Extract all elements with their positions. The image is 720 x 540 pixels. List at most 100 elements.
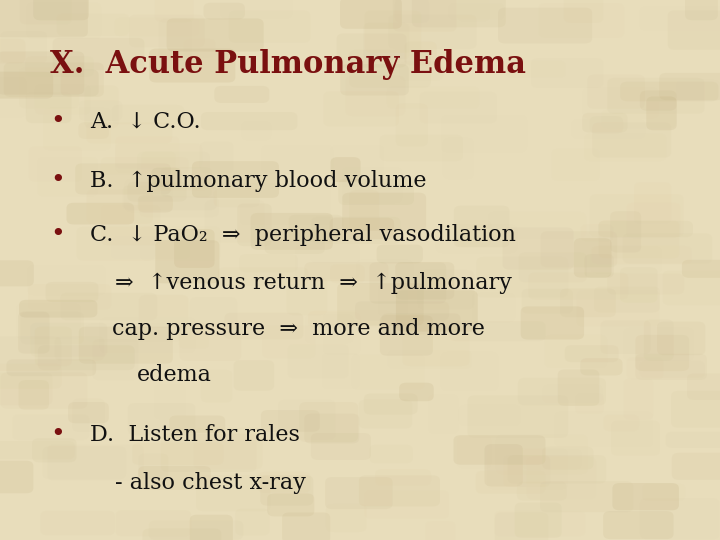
FancyBboxPatch shape bbox=[377, 245, 423, 264]
FancyBboxPatch shape bbox=[35, 327, 72, 366]
FancyBboxPatch shape bbox=[201, 112, 297, 130]
FancyBboxPatch shape bbox=[685, 0, 718, 20]
FancyBboxPatch shape bbox=[412, 0, 505, 28]
FancyBboxPatch shape bbox=[359, 475, 440, 507]
FancyBboxPatch shape bbox=[0, 373, 53, 405]
FancyBboxPatch shape bbox=[418, 270, 474, 309]
Text: X.  Acute Pulmonary Edema: X. Acute Pulmonary Edema bbox=[50, 49, 526, 79]
FancyBboxPatch shape bbox=[265, 230, 325, 254]
FancyBboxPatch shape bbox=[498, 8, 592, 43]
FancyBboxPatch shape bbox=[558, 369, 599, 406]
FancyBboxPatch shape bbox=[672, 453, 720, 480]
FancyBboxPatch shape bbox=[311, 217, 400, 244]
FancyBboxPatch shape bbox=[624, 379, 653, 420]
FancyBboxPatch shape bbox=[575, 394, 604, 414]
Text: ⇒  ↑venous return  ⇒  ↑pulmonary: ⇒ ↑venous return ⇒ ↑pulmonary bbox=[115, 273, 512, 294]
FancyBboxPatch shape bbox=[38, 345, 135, 370]
FancyBboxPatch shape bbox=[611, 421, 660, 456]
FancyBboxPatch shape bbox=[28, 284, 111, 309]
FancyBboxPatch shape bbox=[68, 402, 109, 423]
FancyBboxPatch shape bbox=[86, 190, 153, 224]
FancyBboxPatch shape bbox=[308, 311, 392, 327]
FancyBboxPatch shape bbox=[542, 447, 593, 470]
FancyBboxPatch shape bbox=[591, 246, 692, 264]
FancyBboxPatch shape bbox=[260, 475, 313, 505]
FancyBboxPatch shape bbox=[400, 62, 444, 81]
FancyBboxPatch shape bbox=[330, 218, 394, 239]
FancyBboxPatch shape bbox=[143, 529, 221, 540]
FancyBboxPatch shape bbox=[644, 320, 674, 361]
FancyBboxPatch shape bbox=[289, 215, 343, 241]
FancyBboxPatch shape bbox=[517, 482, 567, 501]
FancyBboxPatch shape bbox=[300, 402, 358, 442]
FancyBboxPatch shape bbox=[86, 123, 172, 144]
Text: •: • bbox=[50, 423, 65, 446]
FancyBboxPatch shape bbox=[201, 370, 233, 402]
FancyBboxPatch shape bbox=[382, 313, 461, 334]
FancyBboxPatch shape bbox=[0, 72, 53, 99]
FancyBboxPatch shape bbox=[127, 182, 186, 201]
Text: edema: edema bbox=[137, 364, 212, 386]
FancyBboxPatch shape bbox=[128, 403, 195, 435]
FancyBboxPatch shape bbox=[620, 82, 719, 101]
FancyBboxPatch shape bbox=[26, 92, 71, 123]
FancyBboxPatch shape bbox=[574, 238, 611, 278]
FancyBboxPatch shape bbox=[364, 490, 449, 519]
FancyBboxPatch shape bbox=[342, 193, 426, 231]
FancyBboxPatch shape bbox=[169, 415, 225, 433]
FancyBboxPatch shape bbox=[129, 15, 204, 47]
FancyBboxPatch shape bbox=[311, 433, 371, 460]
FancyBboxPatch shape bbox=[594, 287, 660, 313]
FancyBboxPatch shape bbox=[341, 64, 409, 96]
FancyBboxPatch shape bbox=[671, 391, 720, 428]
FancyBboxPatch shape bbox=[155, 0, 194, 22]
FancyBboxPatch shape bbox=[19, 0, 71, 24]
FancyBboxPatch shape bbox=[457, 0, 490, 22]
FancyBboxPatch shape bbox=[364, 11, 421, 53]
FancyBboxPatch shape bbox=[337, 283, 423, 326]
FancyBboxPatch shape bbox=[379, 134, 463, 161]
FancyBboxPatch shape bbox=[156, 240, 220, 284]
FancyBboxPatch shape bbox=[325, 477, 392, 509]
FancyBboxPatch shape bbox=[526, 457, 596, 500]
FancyBboxPatch shape bbox=[19, 300, 97, 318]
FancyBboxPatch shape bbox=[20, 312, 84, 345]
FancyBboxPatch shape bbox=[564, 0, 603, 23]
FancyBboxPatch shape bbox=[239, 254, 298, 272]
FancyBboxPatch shape bbox=[330, 265, 365, 283]
FancyBboxPatch shape bbox=[518, 378, 606, 406]
FancyBboxPatch shape bbox=[116, 510, 192, 536]
FancyBboxPatch shape bbox=[590, 194, 683, 237]
Text: D.  Listen for rales: D. Listen for rales bbox=[90, 424, 300, 446]
Text: - also chest x-ray: - also chest x-ray bbox=[115, 472, 306, 494]
FancyBboxPatch shape bbox=[101, 205, 161, 245]
FancyBboxPatch shape bbox=[40, 511, 115, 535]
FancyBboxPatch shape bbox=[687, 374, 720, 400]
FancyBboxPatch shape bbox=[161, 434, 256, 472]
FancyBboxPatch shape bbox=[19, 68, 79, 109]
FancyBboxPatch shape bbox=[139, 295, 189, 328]
FancyBboxPatch shape bbox=[352, 354, 425, 390]
FancyBboxPatch shape bbox=[149, 521, 243, 540]
FancyBboxPatch shape bbox=[623, 233, 712, 264]
FancyBboxPatch shape bbox=[337, 33, 407, 68]
FancyBboxPatch shape bbox=[0, 0, 88, 37]
FancyBboxPatch shape bbox=[43, 108, 111, 150]
FancyBboxPatch shape bbox=[0, 461, 33, 493]
FancyBboxPatch shape bbox=[454, 206, 510, 247]
FancyBboxPatch shape bbox=[196, 475, 271, 511]
FancyBboxPatch shape bbox=[323, 91, 399, 126]
FancyBboxPatch shape bbox=[4, 63, 104, 97]
FancyBboxPatch shape bbox=[647, 97, 677, 130]
FancyBboxPatch shape bbox=[449, 3, 504, 20]
FancyBboxPatch shape bbox=[399, 383, 433, 401]
Text: cap. pressure  ⇒  more and more: cap. pressure ⇒ more and more bbox=[112, 319, 485, 340]
FancyBboxPatch shape bbox=[488, 212, 586, 238]
FancyBboxPatch shape bbox=[585, 254, 613, 278]
FancyBboxPatch shape bbox=[477, 257, 568, 298]
FancyBboxPatch shape bbox=[593, 123, 671, 158]
FancyBboxPatch shape bbox=[494, 511, 585, 536]
FancyBboxPatch shape bbox=[580, 358, 623, 375]
FancyBboxPatch shape bbox=[45, 282, 99, 302]
FancyBboxPatch shape bbox=[503, 455, 550, 487]
